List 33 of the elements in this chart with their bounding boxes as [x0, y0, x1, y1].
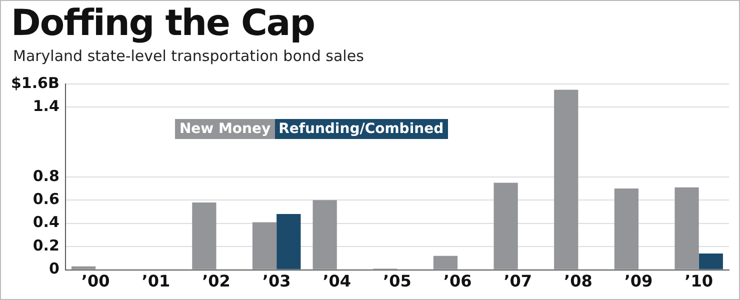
y-tick-label: 0.6	[32, 190, 60, 208]
x-tick-label: ’04	[322, 272, 352, 291]
bar	[494, 182, 518, 270]
y-tick-label: 0.4	[32, 213, 60, 232]
x-tick-label: ’01	[142, 272, 170, 291]
bar	[674, 187, 699, 270]
x-tick-label: ’07	[504, 272, 532, 291]
bar	[433, 256, 458, 270]
x-tick-label: ’10	[684, 272, 714, 291]
bar	[614, 188, 639, 270]
y-tick-label: 0	[49, 260, 60, 278]
chart-subtitle: Maryland state-level transportation bond sales	[13, 47, 364, 65]
bar	[312, 200, 337, 270]
x-tick-label: ’05	[383, 272, 412, 291]
x-tick-label: ’08	[564, 272, 592, 291]
y-tick-label: 0.8	[32, 166, 60, 185]
y-tick-label: 1.4	[32, 97, 60, 116]
bar	[71, 266, 96, 270]
x-tick-label: ’02	[202, 272, 230, 291]
bar	[554, 90, 578, 270]
text: New Money	[175, 118, 275, 139]
chart-title: Doffing the Cap	[11, 3, 314, 44]
bar	[698, 254, 723, 270]
bar	[192, 202, 216, 270]
x-tick-label: ’09	[624, 272, 653, 291]
y-tick-label: 0.2	[32, 236, 60, 254]
bar	[252, 222, 277, 270]
text: Refunding/Combined	[274, 118, 448, 139]
x-tick-label: ’00	[81, 272, 110, 291]
x-tick-label: ’06	[443, 272, 472, 291]
y-tick-label: $1.6B	[10, 74, 60, 92]
bar	[276, 214, 301, 270]
x-tick-label: ’03	[262, 272, 291, 291]
